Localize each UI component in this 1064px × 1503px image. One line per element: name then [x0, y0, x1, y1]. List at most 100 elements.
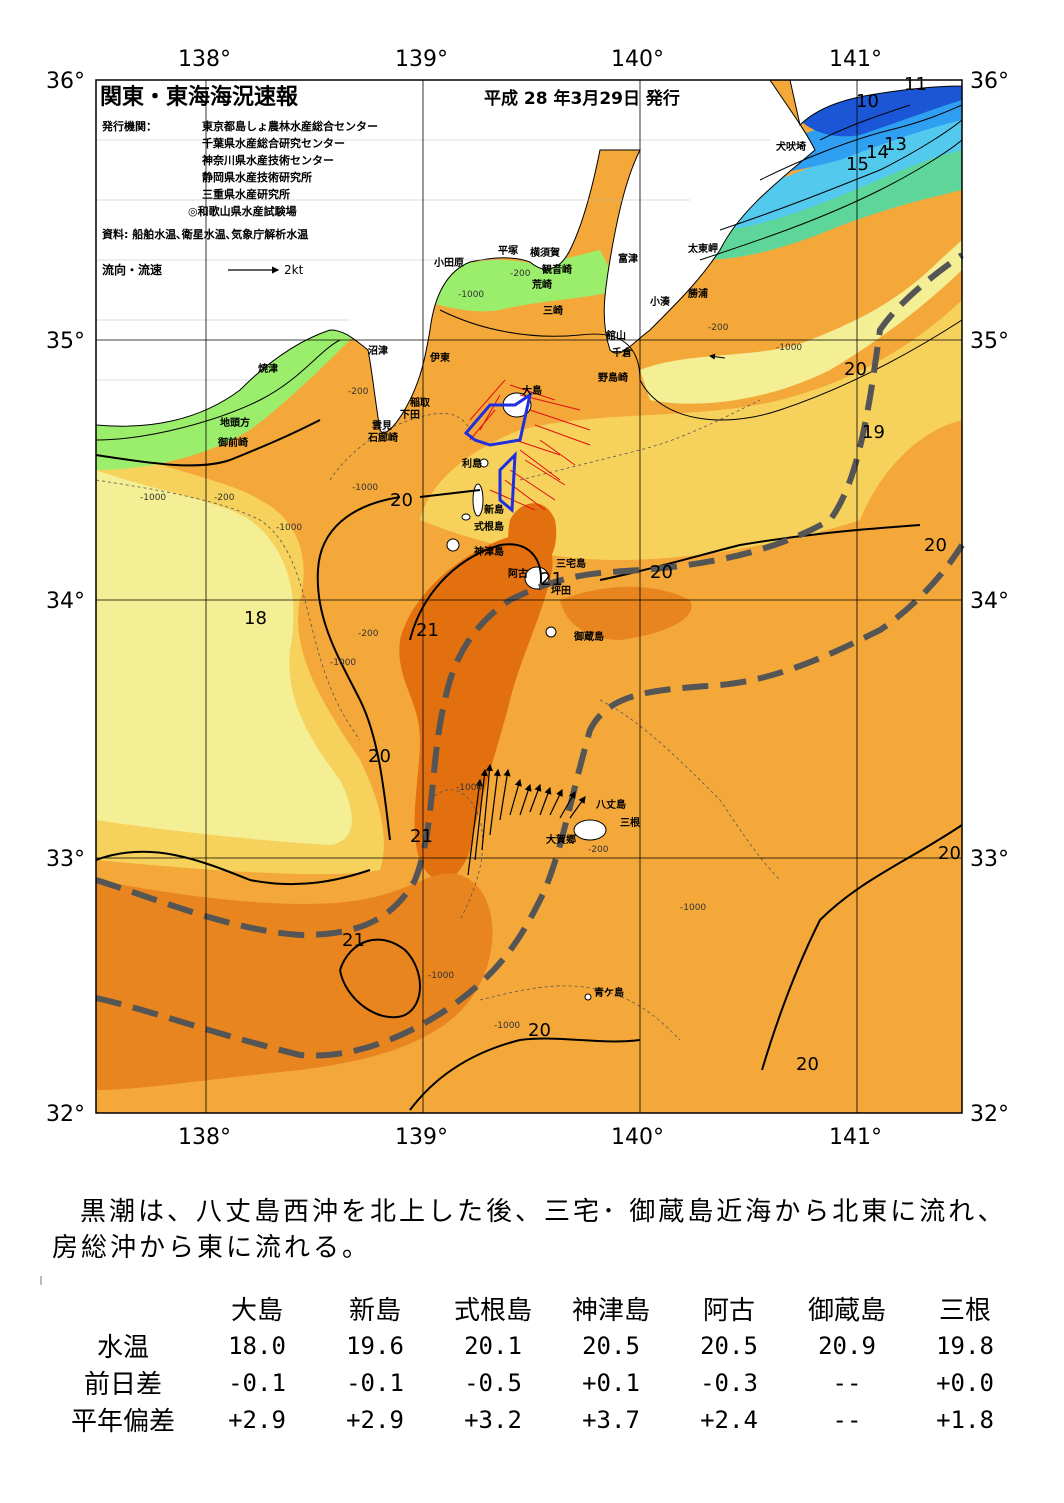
- place-mikurajima: 御蔵島: [573, 630, 604, 643]
- place-inatori: 稲取: [410, 396, 431, 409]
- table-cell: 19.6: [346, 1331, 404, 1360]
- place-ito: 伊東: [429, 351, 450, 364]
- iso-label-21-d: 21: [342, 930, 365, 951]
- place-kumomi: 雲見: [372, 420, 392, 432]
- place-irozaki: 石廊崎: [367, 431, 398, 444]
- table-cell: -0.3: [700, 1368, 758, 1397]
- table-cell: 19.8: [936, 1331, 994, 1360]
- table-cell: +2.4: [700, 1405, 758, 1434]
- shikinejima-island: [461, 513, 471, 521]
- place-futtsu: 富津: [618, 252, 638, 265]
- lat-label-left-33: 33°: [46, 847, 85, 872]
- table-cell: +0.0: [936, 1368, 994, 1397]
- station-header: 御蔵島: [807, 1296, 886, 1326]
- current-vectors: [228, 266, 726, 876]
- depth-label-11: -1000: [330, 658, 356, 668]
- lon-label-top-140: 140°: [611, 47, 664, 72]
- depth-label-6: -1000: [140, 493, 166, 503]
- lon-label-top-138: 138°: [178, 47, 231, 72]
- lon-label-bottom-140: 140°: [611, 1125, 664, 1150]
- iso-label-20-c: 20: [924, 535, 947, 556]
- row-label-day-diff: 前日差: [83, 1370, 162, 1400]
- place-okago: 大賀郷: [546, 833, 576, 846]
- table-cell: --: [832, 1368, 862, 1397]
- iso-label-20-b: 20: [844, 359, 867, 380]
- sst-19-zone: [96, 300, 962, 875]
- place-ako: 阿古: [508, 567, 528, 580]
- table-cell: -0.5: [464, 1368, 522, 1397]
- divider-mark: [40, 1276, 42, 1285]
- table-cell: +1.8: [936, 1405, 994, 1434]
- place-shikinejima: 式根島: [474, 520, 504, 533]
- depth-label-10: -200: [358, 629, 379, 639]
- iso-label-18: 18: [244, 608, 267, 629]
- station-header: 神津島: [571, 1296, 650, 1326]
- iso-label-10: 10: [856, 91, 879, 112]
- place-katsuura: 勝浦: [688, 287, 708, 300]
- table-cell: --: [832, 1405, 862, 1434]
- table-cell: +0.1: [582, 1368, 640, 1397]
- table-cell: -0.1: [228, 1368, 286, 1397]
- row-label-anomaly: 平年偏差: [70, 1407, 175, 1437]
- issuer-6: ◎和歌山県水産試験場: [188, 204, 297, 218]
- map-title: 関東・東海海況速報: [100, 84, 299, 110]
- lat-label-right-34: 34°: [970, 589, 1009, 614]
- place-miyakejima: 三宅島: [556, 557, 586, 570]
- sst-18-zone: [96, 470, 352, 845]
- iso-label-20-g: 20: [528, 1020, 551, 1041]
- lat-label-left-32: 32°: [46, 1102, 85, 1127]
- mikurajima-island: [545, 626, 557, 638]
- place-omaezaki: 御前崎: [217, 436, 248, 449]
- table-header-row: 大島 新島 式根島 神津島 阿古 御蔵島 三根: [48, 1290, 1024, 1327]
- place-arasaki: 荒崎: [531, 278, 552, 291]
- iso-label-21-b: 21: [416, 620, 439, 641]
- lat-label-right-33: 33°: [970, 847, 1009, 872]
- issuer-4: 静岡県水産技術研究所: [202, 170, 312, 184]
- issue-date: 平成 28 年3月29日 発行: [484, 88, 680, 109]
- place-toshima: 利島: [462, 457, 482, 470]
- table-cell: +3.2: [464, 1405, 522, 1434]
- table-cell: 20.9: [818, 1331, 876, 1360]
- depth-label-12: -1000: [456, 783, 482, 793]
- place-oshima: 大島: [522, 384, 542, 397]
- iso-label-14: 14: [866, 142, 889, 163]
- issuer-3: 神奈川県水産技術センター: [202, 153, 334, 167]
- table-cell: +3.7: [582, 1405, 640, 1434]
- place-kominato: 小湊: [649, 295, 671, 308]
- iso-label-13: 13: [884, 134, 907, 155]
- lat-label-left-36: 36°: [46, 69, 85, 94]
- depth-label-2: -1000: [458, 290, 484, 300]
- depth-label-15: -1000: [428, 971, 454, 981]
- station-temperature-table: 大島 新島 式根島 神津島 阿古 御蔵島 三根 水温 18.0 19.6 20.…: [48, 1290, 1024, 1438]
- place-tateyama: 館山: [605, 329, 626, 342]
- issuer-label: 発行機関：: [101, 119, 157, 133]
- lat-label-right-32: 32°: [970, 1102, 1009, 1127]
- place-niijima: 新島: [484, 503, 504, 516]
- place-yokosuka: 横須賀: [530, 246, 560, 259]
- lon-label-top-141: 141°: [829, 47, 882, 72]
- depth-label-5: -200: [348, 387, 369, 397]
- iso-label-15: 15: [846, 154, 869, 175]
- place-inubosaki: 犬吠埼: [776, 140, 806, 153]
- station-header: 新島: [348, 1296, 401, 1326]
- depth-label-14: -1000: [680, 903, 706, 913]
- lon-label-bottom-141: 141°: [829, 1125, 882, 1150]
- iso-label-20-d: 20: [650, 562, 673, 583]
- place-yaizu: 焼津: [258, 362, 278, 375]
- place-kozushima: 神津島: [474, 545, 504, 558]
- station-header: 三根: [938, 1296, 991, 1326]
- depth-label-1: -200: [510, 269, 531, 279]
- station-header: 大島: [230, 1296, 283, 1326]
- lon-label-bottom-138: 138°: [178, 1125, 231, 1150]
- depth-label-16: -1000: [494, 1021, 520, 1031]
- table-cell: -0.1: [346, 1368, 404, 1397]
- station-header: 式根島: [453, 1296, 532, 1326]
- table-cell: +2.9: [228, 1405, 286, 1434]
- iso-label-20-f: 20: [938, 843, 961, 864]
- place-kannonzaki: 観音崎: [542, 263, 572, 276]
- iso-label-20-a: 20: [390, 490, 413, 511]
- issuer-5: 三重県水産研究所: [202, 187, 290, 201]
- table-cell: 18.0: [228, 1331, 286, 1360]
- place-nojimazaki: 野島崎: [598, 371, 628, 384]
- hachijojima-island: [573, 819, 607, 841]
